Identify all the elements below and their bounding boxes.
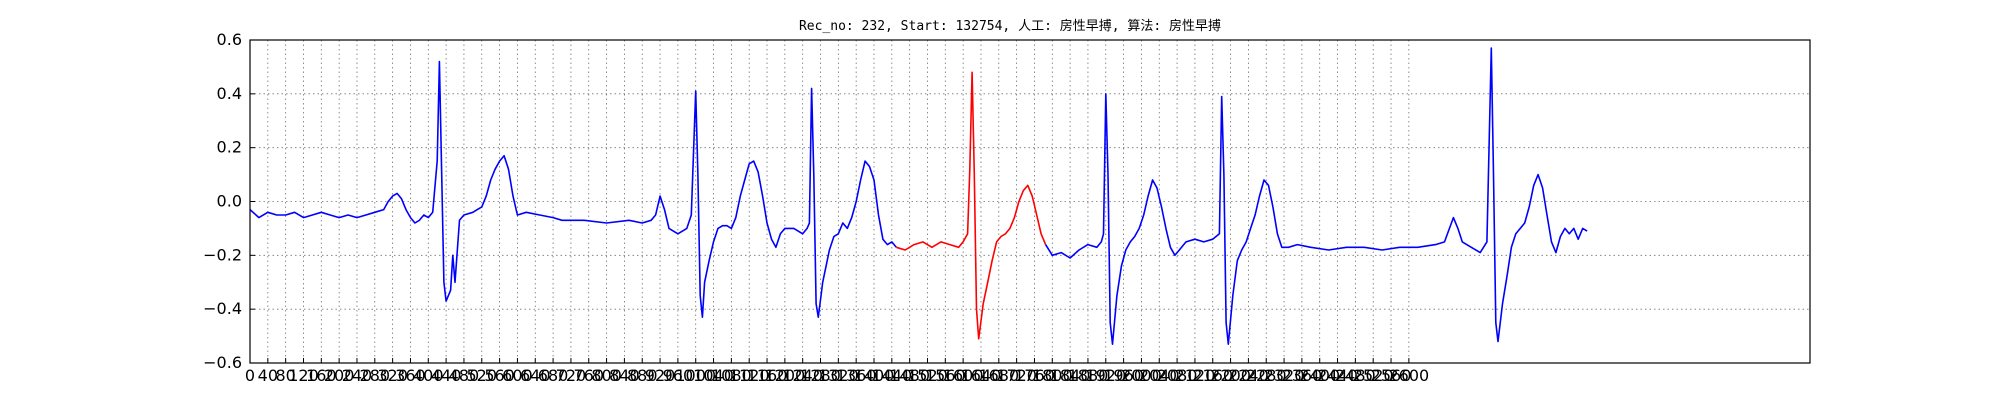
x-tick-label: 120 xyxy=(288,366,319,385)
x-tick-label: 1200 xyxy=(764,366,805,385)
x-tick-label: 2600 xyxy=(1388,366,1429,385)
x-tick-label: 2240 xyxy=(1228,366,1269,385)
x-tick-label: 1160 xyxy=(747,366,788,385)
x-tick-label: 1000 xyxy=(675,366,716,385)
y-tick-label: −0.2 xyxy=(203,245,242,264)
x-tick-label: 1600 xyxy=(943,366,984,385)
x-tick-label: 2280 xyxy=(1246,366,1287,385)
x-tick-label: 680 xyxy=(538,366,569,385)
x-tick-label: 480 xyxy=(449,366,480,385)
x-tick-label: 2160 xyxy=(1192,366,1233,385)
ecg-series-line-1 xyxy=(896,71,1047,340)
x-tick-label: 280 xyxy=(360,366,391,385)
x-tick-label: 2200 xyxy=(1210,366,1251,385)
x-tick-label: 600 xyxy=(502,366,533,385)
x-tick-label: 520 xyxy=(466,366,497,385)
chart-title: Rec_no: 232, Start: 132754, 人工: 房性早搏, 算法… xyxy=(799,18,1221,34)
ecg-series-line-2 xyxy=(1044,47,1588,346)
x-tick-label: 1520 xyxy=(907,366,948,385)
x-tick-label: 1880 xyxy=(1068,366,1109,385)
x-tick-label: 440 xyxy=(431,366,462,385)
x-tick-label: 320 xyxy=(377,366,408,385)
y-tick-label: 0.4 xyxy=(217,84,242,103)
x-tick-label: 1080 xyxy=(711,366,752,385)
x-tick-label: 800 xyxy=(591,366,622,385)
x-tick-label: 1960 xyxy=(1103,366,1144,385)
x-tick-label: 1720 xyxy=(996,366,1037,385)
x-tick-label: 1320 xyxy=(818,366,859,385)
x-tick-label: 1640 xyxy=(961,366,1002,385)
x-tick-label: 2400 xyxy=(1299,366,1340,385)
x-tick-label: 1120 xyxy=(729,366,770,385)
x-tick-label: 1920 xyxy=(1085,366,1126,385)
x-tick-label: 200 xyxy=(324,366,355,385)
x-tick-label: 2560 xyxy=(1371,366,1412,385)
x-tick-label: 2480 xyxy=(1335,366,1376,385)
x-tick-label: 160 xyxy=(306,366,337,385)
series-layer xyxy=(249,47,1588,346)
x-tick-label: 2080 xyxy=(1157,366,1198,385)
x-tick-label: 880 xyxy=(627,366,658,385)
x-tick-label: 2000 xyxy=(1121,366,1162,385)
y-tick-label: −0.6 xyxy=(203,353,242,372)
x-tick-label: 2440 xyxy=(1317,366,1358,385)
x-tick-label: 360 xyxy=(395,366,426,385)
x-tick-label: 1680 xyxy=(978,366,1019,385)
ticks: 0 408012016020024028032036040044048052056… xyxy=(203,30,1429,385)
x-tick-label: 240 xyxy=(342,366,373,385)
y-tick-label: −0.4 xyxy=(203,299,242,318)
y-tick-label: 0.2 xyxy=(217,138,242,157)
x-tick-label: 760 xyxy=(573,366,604,385)
x-tick-label: 2040 xyxy=(1139,366,1180,385)
x-tick-label: 1400 xyxy=(854,366,895,385)
x-tick-label: 640 xyxy=(520,366,551,385)
x-tick-label: 1760 xyxy=(1014,366,1055,385)
x-tick-label: 2120 xyxy=(1175,366,1216,385)
x-tick-label: 80 xyxy=(275,366,295,385)
x-tick-label: 2520 xyxy=(1353,366,1394,385)
x-tick-label: 1480 xyxy=(889,366,930,385)
x-tick-label: 1800 xyxy=(1032,366,1073,385)
x-tick-label: 2360 xyxy=(1282,366,1323,385)
x-tick-label: 1360 xyxy=(836,366,877,385)
x-tick-label: 1440 xyxy=(871,366,912,385)
x-tick-label: 840 xyxy=(609,366,640,385)
x-tick-label: 1040 xyxy=(693,366,734,385)
x-tick-label: 560 xyxy=(484,366,515,385)
y-tick-label: 0.6 xyxy=(217,30,242,49)
x-tick-label: 720 xyxy=(556,366,587,385)
x-tick-label: 40 xyxy=(258,366,278,385)
y-tick-label: 0.0 xyxy=(217,192,242,211)
x-tick-label: 1280 xyxy=(800,366,841,385)
x-tick-label: 920 xyxy=(645,366,676,385)
x-tick-label: 2320 xyxy=(1264,366,1305,385)
ecg-series-line-0 xyxy=(249,60,897,319)
x-tick-label: 1560 xyxy=(925,366,966,385)
x-tick-label: 0 xyxy=(245,366,255,385)
x-tick-label: 960 xyxy=(663,366,694,385)
x-tick-label: 1240 xyxy=(782,366,823,385)
x-tick-label: 400 xyxy=(413,366,444,385)
x-tick-label: 1840 xyxy=(1050,366,1091,385)
